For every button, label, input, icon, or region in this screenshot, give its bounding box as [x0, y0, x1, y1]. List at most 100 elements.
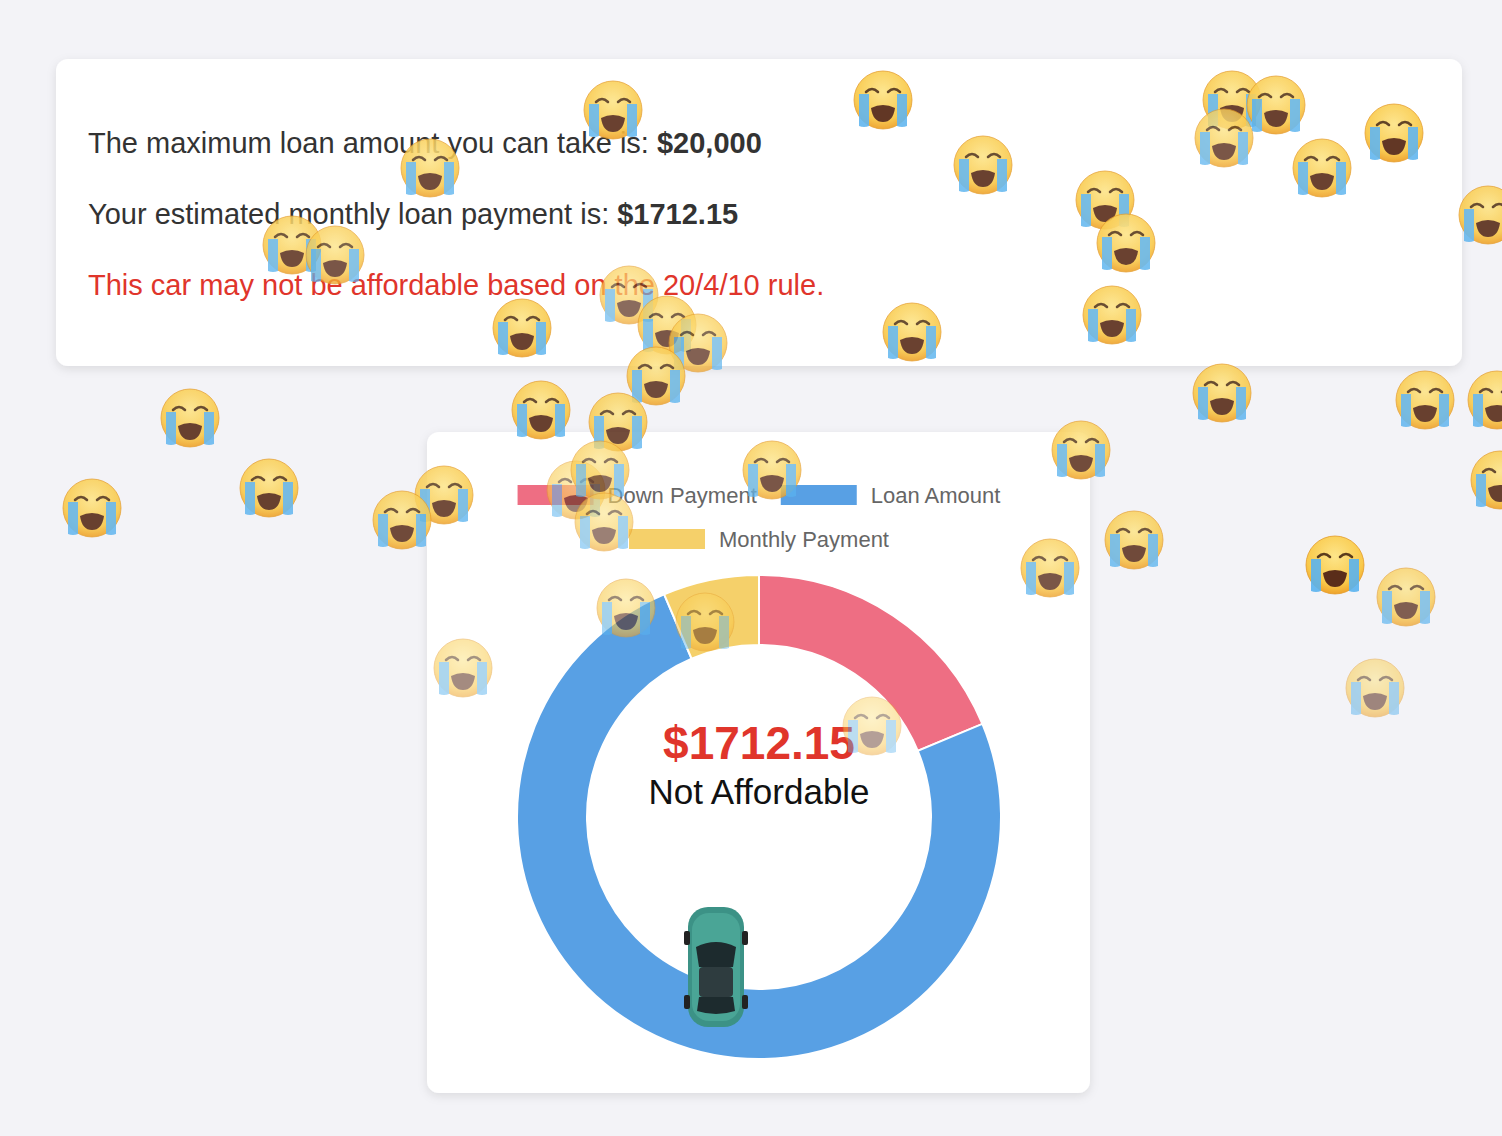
eye: [1109, 232, 1121, 235]
slice: [517, 594, 1001, 1059]
eye: [877, 715, 889, 718]
eye: [1327, 157, 1339, 160]
eye: [612, 284, 624, 287]
tear: [1110, 534, 1120, 567]
eye: [1229, 127, 1241, 130]
tear: [1370, 127, 1380, 160]
tear: [1351, 682, 1361, 715]
tear: [614, 464, 624, 497]
crying-face: [1306, 536, 1364, 594]
mouth: [451, 673, 475, 690]
eye: [661, 365, 673, 368]
eye: [524, 399, 536, 402]
tear: [498, 322, 508, 355]
face: [1193, 364, 1251, 422]
eye: [1086, 439, 1098, 442]
crying-face: [1468, 371, 1502, 429]
mouth: [588, 475, 612, 492]
tear: [1336, 162, 1346, 195]
mouth: [900, 337, 924, 354]
face: [401, 139, 459, 197]
tear: [681, 616, 691, 649]
face: [434, 639, 492, 697]
face: [1195, 109, 1253, 167]
tear: [1298, 162, 1308, 195]
tear: [602, 602, 612, 635]
eye: [468, 657, 480, 660]
crying-face: [240, 459, 298, 517]
eye: [855, 715, 867, 718]
mouth: [1122, 545, 1146, 562]
tear: [1476, 474, 1486, 507]
face: [571, 441, 629, 499]
eye: [446, 657, 458, 660]
mouth: [693, 627, 717, 644]
face: [1306, 536, 1364, 594]
tear: [1464, 209, 1474, 242]
eye: [1117, 304, 1129, 307]
face: [854, 71, 912, 129]
tear: [1102, 237, 1112, 270]
eye: [866, 89, 878, 92]
face: [627, 347, 685, 405]
crying-face: [63, 479, 121, 537]
crying-face: [843, 697, 901, 755]
legend-item: Loan Amount: [781, 483, 1001, 508]
tear: [632, 416, 642, 449]
tear: [959, 159, 969, 192]
legend-swatch: [629, 529, 705, 549]
mouth: [178, 423, 202, 440]
tear: [1401, 394, 1411, 427]
face: [676, 593, 734, 651]
face: [1021, 539, 1079, 597]
eye: [681, 332, 693, 335]
eye: [618, 99, 630, 102]
eye: [1493, 204, 1502, 207]
face: [1247, 76, 1305, 134]
monthly-payment-line: Your estimated monthly loan payment is:$…: [88, 198, 738, 230]
eye: [639, 365, 651, 368]
tear: [1408, 127, 1418, 160]
eye: [1318, 554, 1330, 557]
crying-faces: [63, 71, 1502, 755]
tear: [1382, 591, 1392, 624]
face: [1471, 451, 1502, 509]
tear: [1064, 562, 1074, 595]
mouth: [257, 493, 281, 510]
face: [1365, 104, 1423, 162]
tear: [458, 489, 468, 522]
face: [1105, 511, 1163, 569]
tear: [1439, 394, 1449, 427]
tear: [166, 412, 176, 445]
face: [597, 579, 655, 637]
slice: [664, 575, 759, 659]
crying-face: [954, 136, 1012, 194]
mouth: [1485, 405, 1502, 422]
tear: [719, 616, 729, 649]
tear: [444, 162, 454, 195]
center-annotation: Not Affordable: [648, 772, 869, 811]
eye: [1227, 382, 1239, 385]
tear: [712, 337, 722, 370]
eye: [75, 497, 87, 500]
tear: [477, 662, 487, 695]
eye: [1095, 304, 1107, 307]
face: [575, 493, 633, 551]
value: $20,000: [657, 127, 762, 159]
eye: [672, 314, 684, 317]
eye: [777, 459, 789, 462]
tear: [1026, 562, 1036, 595]
face: [512, 381, 570, 439]
face: [1052, 421, 1110, 479]
mouth: [971, 170, 995, 187]
eye: [1259, 94, 1271, 97]
legend-label: Down Payment: [608, 483, 757, 508]
eye: [505, 317, 517, 320]
eye: [596, 99, 608, 102]
crying-face: [161, 389, 219, 447]
eye: [318, 244, 330, 247]
eye: [650, 314, 662, 317]
eye: [609, 511, 621, 514]
mouth: [1264, 110, 1288, 127]
tear: [627, 104, 637, 137]
